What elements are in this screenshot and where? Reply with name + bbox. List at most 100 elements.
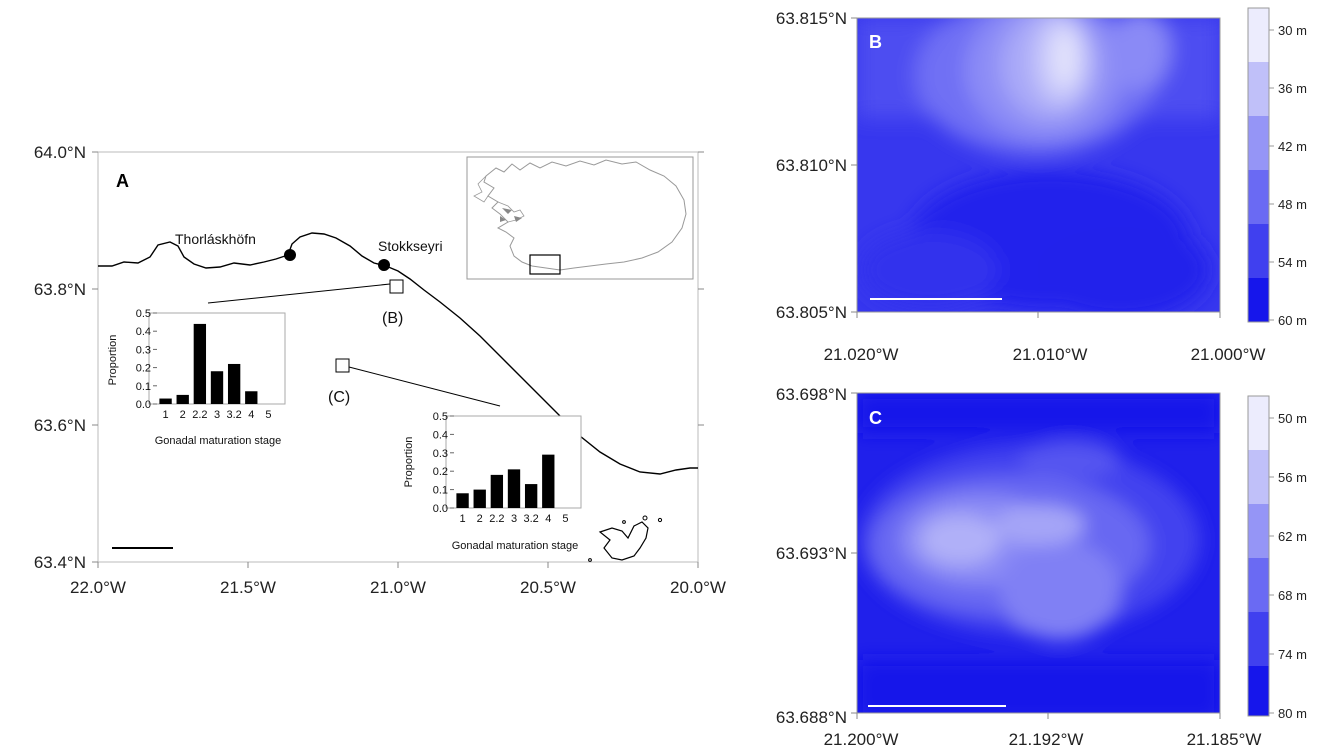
y-tick-label: 0.3 xyxy=(433,448,448,460)
histogram-b-bars xyxy=(159,323,258,404)
colorbar-b-label: 60 m xyxy=(1278,313,1307,328)
lon-tick: 21.000°W xyxy=(1191,345,1266,364)
y-tick-label: 0.1 xyxy=(136,381,151,393)
connector-line-b xyxy=(207,283,391,304)
histogram-bar xyxy=(542,454,555,508)
map-c-lat-axis: 63.698°N 63.693°N 63.688°N xyxy=(776,385,857,727)
histogram-b: 0.0 0.1 0.2 0.3 0.4 0.5 1 2 2.2 3 3.2 4 5 Proportio… xyxy=(107,308,286,447)
lat-tick: 63.6°N xyxy=(34,416,86,435)
lat-tick: 63.810°N xyxy=(776,156,847,175)
colorbar-b-label: 42 m xyxy=(1278,139,1307,154)
y-tick-label: 0.3 xyxy=(136,344,151,356)
map-a-lon-axis: 22.0°W 21.5°W 21.0°W 20.5°W 20.0°W xyxy=(70,562,726,597)
lon-tick: 20.5°W xyxy=(520,578,576,597)
place-label-stokkseyri: Stokkseyri xyxy=(378,238,443,254)
lon-tick: 21.0°W xyxy=(370,578,426,597)
panel-a-label: A xyxy=(116,171,129,191)
islet xyxy=(657,517,663,523)
islet xyxy=(588,558,592,562)
colorbar-c-label: 68 m xyxy=(1278,588,1307,603)
histogram-b-xticks: 1 2 2.2 3 3.2 4 5 xyxy=(163,409,272,421)
histogram-bar xyxy=(507,469,521,508)
place-label-thorlakshofn: Thorláskhöfn xyxy=(175,231,256,247)
islet xyxy=(622,520,626,524)
map-c-lon-axis: 21.200°W 21.192°W 21.185°W xyxy=(824,713,1262,749)
histogram-bar xyxy=(176,394,189,404)
y-tick-label: 0.2 xyxy=(136,363,151,375)
x-tick-label: 2 xyxy=(180,409,186,421)
site-b-marker xyxy=(389,279,404,294)
lat-tick: 63.805°N xyxy=(776,303,847,322)
panel-c: C 63.698°N 63.693°N 63.688°N 21.200°W 21… xyxy=(776,385,1307,749)
iceland-inlets xyxy=(500,208,522,222)
lat-tick: 63.4°N xyxy=(34,553,86,572)
iceland-outline xyxy=(483,159,687,271)
colorbar-c-label: 74 m xyxy=(1278,647,1307,662)
colorbar-c-label: 80 m xyxy=(1278,706,1307,721)
site-b-label: (B) xyxy=(382,310,403,327)
histogram-bar xyxy=(490,474,504,508)
iceland-inset xyxy=(466,156,694,280)
panel-a: A 64.0°N 63.8°N 63.6°N 63.4°N 22.0°W 21.… xyxy=(34,143,726,597)
lon-tick: 21.192°W xyxy=(1009,730,1084,749)
connector-line-c xyxy=(348,366,501,407)
histogram-c: 0.0 0.1 0.2 0.3 0.4 0.5 1 2 2.2 3 3.2 4 5 Proportio… xyxy=(403,411,582,552)
x-tick-label: 4 xyxy=(248,409,254,421)
x-tick-label: 4 xyxy=(545,513,551,525)
histogram-b-yticks: 0.0 0.1 0.2 0.3 0.4 0.5 xyxy=(136,308,157,411)
x-tick-label: 2.2 xyxy=(489,513,504,525)
site-c-marker xyxy=(335,358,350,373)
histogram-bar xyxy=(524,484,538,508)
histogram-c-xticks: 1 2 2.2 3 3.2 4 5 xyxy=(460,513,569,525)
place-marker-stokkseyri xyxy=(378,259,390,271)
bathymetry-b xyxy=(857,18,1220,312)
lon-tick: 21.010°W xyxy=(1013,345,1088,364)
islet xyxy=(642,515,648,521)
colorbar-c-label: 62 m xyxy=(1278,529,1307,544)
lon-tick: 21.185°W xyxy=(1187,730,1262,749)
colorbar-b-label: 54 m xyxy=(1278,255,1307,270)
x-tick-label: 3 xyxy=(214,409,220,421)
y-tick-label: 0.2 xyxy=(433,466,448,478)
lon-tick: 20.0°W xyxy=(670,578,726,597)
panel-b: B 63.815°N 63.810°N 63.805°N 21.020°W 21… xyxy=(776,7,1307,364)
y-tick-label: 0.0 xyxy=(136,399,151,411)
histogram-bar xyxy=(473,489,486,508)
histogram-c-xlabel: Gonadal maturation stage xyxy=(452,540,579,552)
x-tick-label: 1 xyxy=(460,513,466,525)
lat-tick: 63.698°N xyxy=(776,385,847,404)
histogram-c-ylabel: Proportion xyxy=(403,437,415,488)
histogram-bar xyxy=(193,323,207,404)
colorbar-b: 30 m 36 m 42 m 48 m 54 m 60 m xyxy=(1247,7,1307,328)
histogram-bar xyxy=(227,363,241,404)
lat-tick: 63.815°N xyxy=(776,9,847,28)
site-c-label: (C) xyxy=(328,389,350,406)
x-tick-label: 3.2 xyxy=(523,513,538,525)
lon-tick: 22.0°W xyxy=(70,578,126,597)
histogram-b-ylabel: Proportion xyxy=(107,335,119,386)
histogram-bar xyxy=(456,493,469,508)
colorbar-c: 50 m 56 m 62 m 68 m 74 m 80 m xyxy=(1247,395,1307,721)
y-tick-label: 0.5 xyxy=(433,411,448,423)
y-tick-label: 0.4 xyxy=(433,429,448,441)
histogram-bar xyxy=(245,391,258,404)
histogram-bar xyxy=(210,371,224,404)
histogram-bar xyxy=(159,398,172,404)
panel-c-label: C xyxy=(869,408,882,428)
map-a-lat-axis: 64.0°N 63.8°N 63.6°N 63.4°N xyxy=(34,143,704,572)
colorbar-c-label: 56 m xyxy=(1278,470,1307,485)
panel-b-label: B xyxy=(869,32,882,52)
lon-tick: 21.020°W xyxy=(824,345,899,364)
map-b-lat-axis: 63.815°N 63.810°N 63.805°N xyxy=(776,9,857,322)
y-tick-label: 0.1 xyxy=(433,485,448,497)
x-tick-label: 5 xyxy=(265,409,271,421)
y-tick-label: 0.5 xyxy=(136,308,151,320)
histogram-c-bars xyxy=(456,454,555,508)
x-tick-label: 3 xyxy=(511,513,517,525)
colorbar-c-label: 50 m xyxy=(1278,411,1307,426)
lat-tick: 64.0°N xyxy=(34,143,86,162)
x-tick-label: 1 xyxy=(163,409,169,421)
y-tick-label: 0.0 xyxy=(433,503,448,515)
inset-study-area xyxy=(529,254,561,275)
